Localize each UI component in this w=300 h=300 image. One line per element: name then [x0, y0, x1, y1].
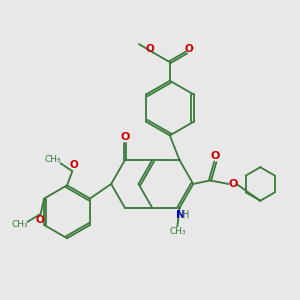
Text: CH₃: CH₃	[11, 220, 28, 229]
Text: O: O	[35, 215, 44, 225]
Text: O: O	[145, 44, 154, 54]
Text: O: O	[185, 44, 194, 54]
Text: CH₃: CH₃	[169, 227, 186, 236]
Text: O: O	[120, 132, 130, 142]
Text: O: O	[211, 151, 220, 161]
Text: CH₃: CH₃	[44, 155, 61, 164]
Text: O: O	[69, 160, 78, 170]
Text: N: N	[176, 210, 185, 220]
Text: H: H	[182, 210, 189, 220]
Text: methoxy: methoxy	[55, 158, 61, 160]
Text: O: O	[228, 179, 238, 189]
